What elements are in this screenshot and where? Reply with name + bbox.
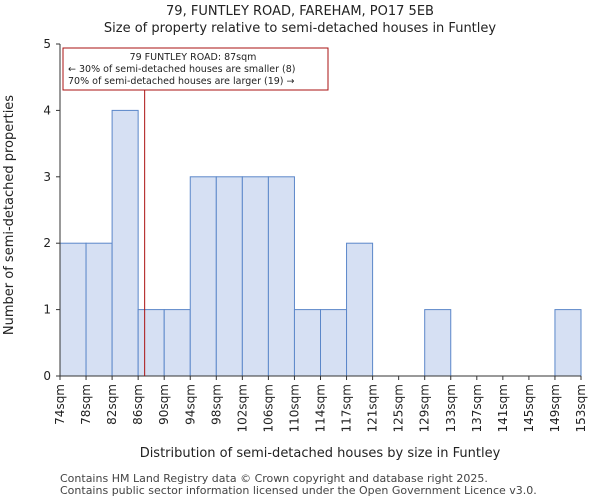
y-axis-label: Number of semi-detached properties [2,95,17,335]
x-tick-label: 133sqm [444,384,458,432]
x-tick-label: 110sqm [287,384,301,432]
annotation-border [62,47,329,91]
annotation-box: 79 FUNTLEY ROAD: 87sqm ← 30% of semi-det… [62,47,329,91]
bar-82sqm [111,109,139,377]
x-tick-label: 106sqm [261,384,275,432]
annotation-line-1: 79 FUNTLEY ROAD: 87sqm [130,52,257,63]
bar-114sqm [320,309,348,377]
bar-74sqm [59,242,87,377]
x-tick-label: 141sqm [496,384,510,432]
x-tick-label: 82sqm [105,384,119,425]
bar-86sqm [137,309,165,377]
x-tick-label: 94sqm [183,384,197,425]
bar-94sqm [189,176,217,377]
x-tick-label: 125sqm [392,384,406,432]
bars-group [59,109,582,377]
x-axis-label: Distribution of semi-detached houses by … [140,446,501,461]
x-tick-label: 114sqm [314,384,328,432]
bar-98sqm [215,176,243,377]
x-tick-label: 149sqm [548,384,562,432]
y-ticks: 0 1 2 3 4 5 [43,37,60,383]
bar-106sqm [267,176,295,377]
x-tick-label: 137sqm [470,384,484,432]
chart-title: 79, FUNTLEY ROAD, FAREHAM, PO17 5EB [166,4,434,19]
bar-90sqm [163,309,191,377]
y-tick-label: 5 [43,37,51,51]
y-tick-label: 2 [43,236,51,250]
x-tick-label: 78sqm [79,384,93,425]
bar-117sqm [346,242,374,377]
x-tick-label: 102sqm [235,384,249,432]
bar-149sqm [554,309,582,377]
x-tick-label: 74sqm [53,384,67,425]
x-tick-label: 117sqm [340,384,354,432]
annotation-line-2: ← 30% of semi-detached houses are smalle… [68,64,296,75]
bar-78sqm [85,242,113,377]
x-tick-label: 153sqm [574,384,588,432]
x-tick-label: 145sqm [522,384,536,432]
y-tick-label: 4 [43,103,51,117]
x-tick-label: 90sqm [157,384,171,425]
y-tick-label: 0 [43,369,51,383]
annotation-line-3: 70% of semi-detached houses are larger (… [68,76,295,87]
footer-line-2: Contains public sector information licen… [60,484,537,497]
bar-110sqm [293,309,322,377]
bar-129sqm [424,309,452,377]
x-tick-label: 86sqm [131,384,145,425]
footer-line-1: Contains HM Land Registry data © Crown c… [60,472,488,485]
x-ticks: 74sqm 78sqm 82sqm 86sqm 90sqm 94sqm 98sqm 102sq… [53,376,588,432]
x-tick-label: 129sqm [418,384,432,432]
bar-102sqm [241,176,269,377]
y-tick-label: 1 [43,303,51,317]
x-tick-label: 98sqm [209,384,223,425]
chart-subtitle: Size of property relative to semi-detach… [104,21,496,36]
y-tick-label: 3 [43,170,51,184]
x-tick-label: 121sqm [366,384,380,432]
